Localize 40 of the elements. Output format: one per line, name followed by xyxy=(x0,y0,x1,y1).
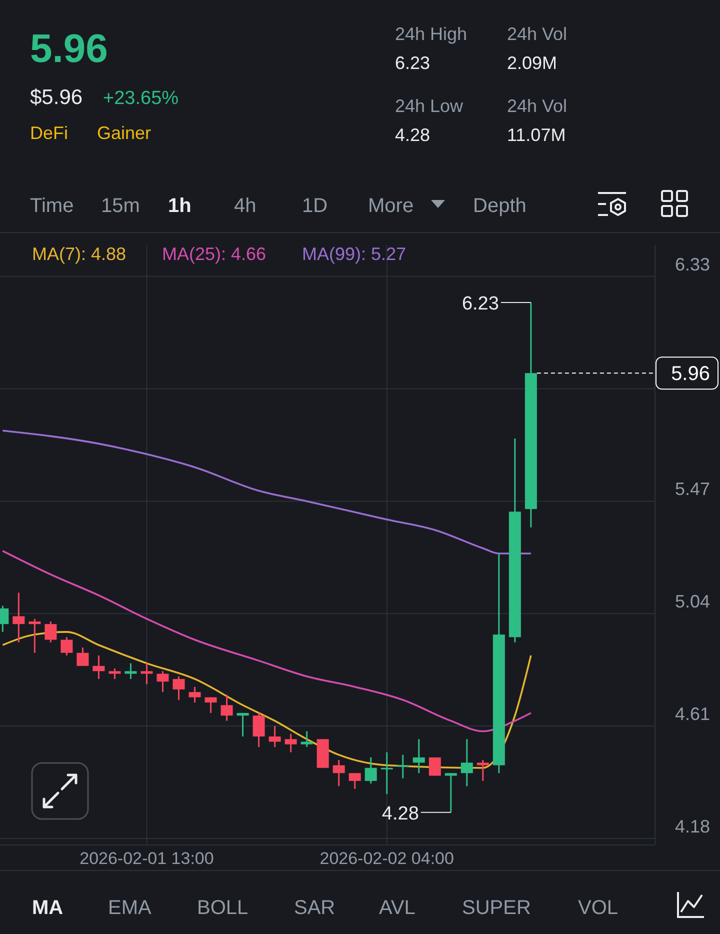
y-tick-label: 5.04 xyxy=(674,592,710,612)
text: 24h Vol xyxy=(507,96,568,116)
text: BOLL xyxy=(197,897,248,919)
text: Time xyxy=(30,195,74,217)
text: DeFi xyxy=(30,123,68,143)
text: 5.96 xyxy=(30,27,108,71)
text: More xyxy=(368,195,414,217)
text: 1h xyxy=(168,195,192,217)
annotation: 4.28 xyxy=(382,803,419,824)
y-tick-label: 5.47 xyxy=(674,479,710,500)
text: +23.65% xyxy=(103,88,179,109)
text: Depth xyxy=(473,195,526,217)
text: MA(99): 5.27 xyxy=(302,244,406,264)
text: VOL xyxy=(578,897,618,919)
ref-line-label: 5.96 xyxy=(671,363,710,386)
y-tick-label: 4.61 xyxy=(674,704,710,724)
text: Gainer xyxy=(97,123,152,143)
text: 11.07M xyxy=(507,125,566,145)
text: EMA xyxy=(108,897,152,919)
text: 6.23 xyxy=(395,53,430,73)
text: 4.28 xyxy=(395,125,430,145)
text: 15m xyxy=(101,195,140,217)
text: MA(7): 4.88 xyxy=(32,244,126,264)
y-tick-label: 4.18 xyxy=(674,816,710,836)
text: AVL xyxy=(379,897,416,919)
text: 4h xyxy=(234,195,256,217)
text: MA xyxy=(32,897,64,919)
text: 24h Vol xyxy=(507,24,568,44)
text: 24h Low xyxy=(395,96,464,116)
y-tick-label: 6.33 xyxy=(674,254,710,274)
text: 1D xyxy=(302,195,328,217)
annotation: 6.23 xyxy=(462,294,499,315)
text: 24h High xyxy=(395,24,468,44)
text: MA(25): 4.66 xyxy=(162,244,266,264)
text: $5.96 xyxy=(30,86,83,109)
text: SAR xyxy=(294,897,336,919)
x-tick-label: 2026-02-01 13:00 xyxy=(80,849,214,868)
text: SUPER xyxy=(462,897,531,919)
text: 2.09M xyxy=(507,53,558,73)
x-tick-label: 2026-02-02 04:00 xyxy=(320,849,454,868)
